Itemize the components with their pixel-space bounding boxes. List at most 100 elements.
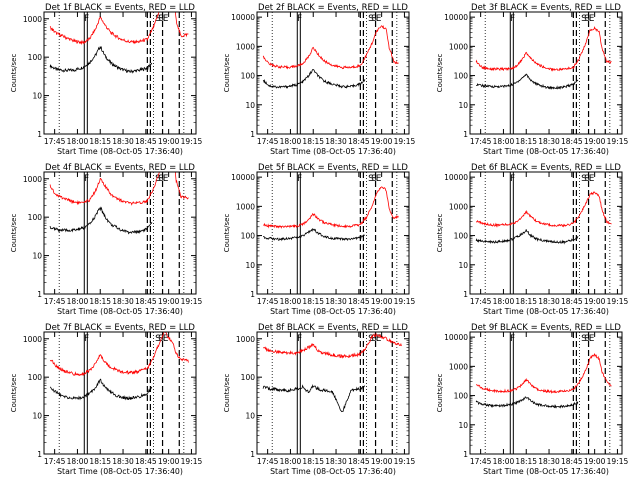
lld-series-line bbox=[476, 352, 612, 394]
marker-letter: F bbox=[297, 334, 302, 344]
y-tick-label: 1 bbox=[37, 450, 42, 459]
marker-letter: F bbox=[510, 174, 515, 184]
y-tick-label: 10000 bbox=[231, 173, 255, 182]
y-tick-label: 1000 bbox=[449, 42, 468, 51]
marker-letter: F bbox=[84, 174, 89, 184]
chart-title: Det 2f BLACK = Events, RED = LLD bbox=[258, 3, 408, 13]
x-tick-label: 18:30 bbox=[112, 137, 134, 146]
marker-letter: E bbox=[163, 14, 169, 24]
lld-series-line bbox=[262, 186, 399, 229]
trace-group bbox=[262, 332, 402, 413]
events-series-line bbox=[49, 206, 153, 235]
y-axis-label: Counts/sec bbox=[436, 214, 444, 253]
y-tick-label: 1000 bbox=[236, 202, 255, 211]
events-series-line bbox=[262, 384, 366, 413]
y-tick-label: 10 bbox=[458, 261, 468, 270]
events-series-line bbox=[49, 378, 153, 401]
lld-series-line bbox=[49, 12, 189, 46]
lld-series-line bbox=[475, 25, 612, 72]
marker-letter: E bbox=[163, 174, 169, 184]
y-axis-label: Counts/sec bbox=[10, 374, 18, 413]
x-tick-label: 18:30 bbox=[325, 137, 347, 146]
chart-title: Det 7f BLACK = Events, RED = LLD bbox=[45, 323, 195, 333]
x-axis-label: Start Time (08-Oct-05 17:36:40) bbox=[483, 467, 609, 476]
y-axis-label: Counts/sec bbox=[223, 214, 231, 253]
y-tick-label: 10 bbox=[458, 101, 468, 110]
events-series-line bbox=[262, 228, 365, 242]
plot-frame bbox=[256, 171, 410, 295]
x-tick-label: 18:15 bbox=[515, 457, 537, 466]
x-tick-label: 18:45 bbox=[348, 457, 370, 466]
marker-letter: S bbox=[581, 334, 587, 344]
x-tick-label: 18:15 bbox=[302, 297, 324, 306]
x-tick-label: 19:15 bbox=[181, 137, 203, 146]
y-tick-label: 1 bbox=[463, 290, 468, 299]
plot-frame bbox=[43, 331, 197, 455]
x-tick-label: 19:15 bbox=[607, 137, 629, 146]
y-tick-label: 1000 bbox=[449, 362, 468, 371]
trace-group bbox=[475, 352, 612, 409]
chart-title: Det 8f BLACK = Events, RED = LLD bbox=[258, 323, 408, 333]
marker-letter: S bbox=[368, 14, 374, 24]
marker-letter: E bbox=[163, 334, 169, 344]
chart-title: Det 9f BLACK = Events, RED = LLD bbox=[471, 323, 621, 333]
marker-letter: S bbox=[155, 14, 161, 24]
marker-letter: E bbox=[376, 174, 382, 184]
x-tick-label: 17:45 bbox=[257, 297, 279, 306]
y-tick-label: 10 bbox=[245, 261, 255, 270]
y-tick-label: 1 bbox=[37, 130, 42, 139]
y-tick-label: 1 bbox=[463, 130, 468, 139]
x-tick-label: 18:45 bbox=[348, 137, 370, 146]
x-tick-label: 19:00 bbox=[371, 137, 393, 146]
x-tick-label: 18:00 bbox=[280, 297, 302, 306]
x-axis-label: Start Time (08-Oct-05 17:36:40) bbox=[270, 467, 396, 476]
x-tick-label: 17:45 bbox=[44, 137, 66, 146]
x-tick-label: 19:00 bbox=[584, 457, 606, 466]
y-axis-label: Counts/sec bbox=[436, 374, 444, 413]
x-tick-label: 18:30 bbox=[112, 297, 134, 306]
x-tick-label: 19:00 bbox=[371, 457, 393, 466]
chart-title: Det 5f BLACK = Events, RED = LLD bbox=[258, 163, 408, 173]
x-tick-label: 19:15 bbox=[394, 137, 416, 146]
x-tick-label: 18:30 bbox=[538, 297, 560, 306]
events-series-line bbox=[476, 73, 579, 90]
marker-letter: E bbox=[589, 174, 595, 184]
y-tick-label: 100 bbox=[241, 373, 256, 382]
x-tick-label: 18:30 bbox=[538, 137, 560, 146]
x-tick-label: 18:00 bbox=[493, 297, 515, 306]
x-tick-label: 18:15 bbox=[302, 457, 324, 466]
y-tick-label: 10 bbox=[245, 101, 255, 110]
marker-letter: S bbox=[158, 14, 164, 24]
x-tick-label: 18:00 bbox=[280, 137, 302, 146]
x-tick-label: 18:45 bbox=[135, 137, 157, 146]
y-tick-label: 10 bbox=[458, 421, 468, 430]
marker-letter: S bbox=[155, 174, 161, 184]
marker-letter: E bbox=[589, 14, 595, 24]
trace-group bbox=[475, 25, 612, 90]
y-axis-label: Counts/sec bbox=[10, 54, 18, 93]
y-tick-label: 1 bbox=[37, 290, 42, 299]
x-tick-label: 18:15 bbox=[302, 137, 324, 146]
y-tick-label: 10000 bbox=[444, 333, 468, 342]
chart-title: Det 3f BLACK = Events, RED = LLD bbox=[471, 3, 621, 13]
x-axis-label: Start Time (08-Oct-05 17:36:40) bbox=[270, 147, 396, 156]
y-tick-label: 10 bbox=[32, 252, 42, 261]
x-axis-label: Start Time (08-Oct-05 17:36:40) bbox=[57, 307, 183, 316]
x-tick-label: 18:45 bbox=[561, 297, 583, 306]
lld-series-line bbox=[262, 332, 402, 359]
x-tick-label: 18:45 bbox=[135, 457, 157, 466]
marker-letter: S bbox=[158, 174, 164, 184]
chart-title: Det 6f BLACK = Events, RED = LLD bbox=[471, 163, 621, 173]
y-tick-label: 1 bbox=[250, 130, 255, 139]
y-axis-label: Counts/sec bbox=[10, 214, 18, 253]
plot-frame bbox=[469, 11, 623, 135]
x-axis-label: Start Time (08-Oct-05 17:36:40) bbox=[483, 147, 609, 156]
marker-letter: S bbox=[584, 174, 590, 184]
x-tick-label: 19:15 bbox=[394, 457, 416, 466]
y-tick-label: 1 bbox=[463, 450, 468, 459]
x-tick-label: 18:15 bbox=[89, 137, 111, 146]
